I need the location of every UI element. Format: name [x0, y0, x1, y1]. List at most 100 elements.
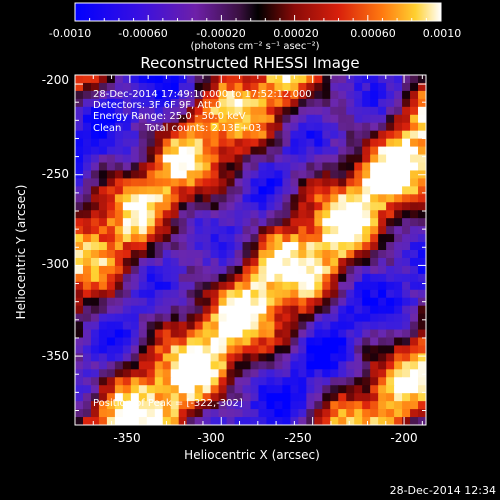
heatmap-cell	[226, 281, 236, 291]
heatmap-cell	[226, 75, 236, 84]
heatmap-cell	[194, 409, 204, 418]
heatmap-cell	[146, 210, 156, 219]
heatmap-cell	[178, 114, 188, 124]
heatmap-cell	[170, 194, 180, 203]
heatmap-cell	[90, 345, 100, 354]
heatmap-cell	[75, 377, 84, 386]
heatmap-cell	[258, 218, 268, 227]
heatmap-cell	[218, 106, 228, 116]
heatmap-cell	[362, 305, 371, 315]
heatmap-cell	[314, 82, 323, 92]
heatmap-cell	[122, 122, 132, 132]
heatmap-cell	[418, 234, 426, 243]
heatmap-cell	[186, 417, 196, 425]
heatmap-cell	[106, 106, 116, 116]
heatmap-cell	[138, 361, 148, 370]
heatmap-cell	[330, 345, 339, 354]
heatmap-cell	[202, 106, 212, 116]
heatmap-cell	[82, 75, 92, 84]
heatmap-cell	[274, 289, 284, 299]
heatmap-cell	[154, 194, 164, 203]
heatmap-cell	[378, 417, 387, 425]
heatmap-cell	[178, 297, 188, 307]
heatmap-cell	[234, 401, 244, 410]
heatmap-cell	[170, 337, 180, 347]
heatmap-cell	[210, 218, 220, 227]
heatmap-cell	[346, 226, 355, 235]
heatmap-cell	[410, 265, 419, 275]
heatmap-cell	[138, 178, 148, 187]
heatmap-cell	[274, 170, 284, 179]
heatmap-cell	[330, 122, 339, 132]
heatmap-cell	[186, 218, 196, 227]
heatmap-cell	[282, 90, 291, 100]
heatmap-cell	[210, 273, 220, 283]
heatmap-cell	[394, 186, 403, 195]
heatmap-cell	[322, 321, 331, 331]
heatmap-cell	[90, 353, 100, 362]
heatmap-cell	[114, 289, 124, 299]
heatmap-cell	[402, 337, 411, 347]
heatmap-cell	[378, 106, 387, 116]
heatmap-cell	[194, 289, 204, 299]
heatmap-cell	[75, 210, 84, 219]
heatmap-cell	[138, 130, 148, 140]
heatmap-cell	[306, 345, 315, 354]
annotation-time: 28-Dec-2014 17:49:10.000 to 17:52:12.000	[93, 89, 312, 100]
heatmap-cell	[114, 154, 124, 164]
heatmap-cell	[170, 321, 180, 331]
heatmap-cell	[386, 409, 395, 418]
heatmap-cell	[242, 75, 252, 84]
heatmap-cell	[378, 257, 387, 267]
heatmap-cell	[314, 226, 323, 235]
heatmap-cell	[282, 329, 291, 339]
heatmap-cell	[186, 210, 196, 219]
heatmap-cell	[226, 297, 236, 307]
heatmap-cell	[194, 130, 204, 140]
heatmap-cell	[75, 369, 84, 378]
heatmap-cell	[146, 186, 156, 195]
heatmap-cell	[130, 401, 140, 410]
heatmap-cell	[202, 313, 212, 323]
heatmap-cell	[138, 345, 148, 354]
heatmap-cell	[402, 242, 411, 251]
heatmap-cell	[330, 289, 339, 299]
heatmap-cell	[306, 281, 315, 291]
heatmap-cell	[346, 329, 355, 339]
heatmap-cell	[418, 345, 426, 354]
heatmap-cell	[226, 361, 236, 370]
heatmap-cell	[394, 281, 403, 291]
heatmap-cell	[170, 250, 180, 259]
heatmap-cell	[282, 417, 291, 425]
heatmap-cell	[170, 138, 180, 148]
heatmap-cell	[202, 226, 212, 235]
heatmap-cell	[418, 337, 426, 347]
heatmap-cell	[314, 130, 323, 140]
heatmap-cell	[90, 361, 100, 370]
heatmap-cell	[410, 218, 419, 227]
heatmap-cell	[402, 170, 411, 179]
heatmap-cell	[114, 313, 124, 323]
heatmap-cell	[402, 234, 411, 243]
heatmap-cell	[370, 281, 379, 291]
heatmap-cell	[162, 321, 172, 331]
heatmap-cell	[114, 281, 124, 291]
heatmap-cell	[178, 361, 188, 370]
heatmap-cell	[226, 265, 236, 275]
heatmap-cell	[82, 265, 92, 275]
heatmap-cell	[274, 369, 284, 378]
heatmap-cell	[394, 170, 403, 179]
heatmap-cell	[154, 186, 164, 195]
heatmap-cell	[250, 265, 260, 275]
heatmap-cell	[266, 250, 276, 259]
heatmap-cell	[410, 337, 419, 347]
heatmap-cell	[378, 162, 387, 172]
heatmap-cell	[386, 106, 395, 116]
heatmap-cell	[250, 202, 260, 211]
heatmap-cell	[75, 178, 84, 187]
heatmap-cell	[138, 281, 148, 291]
heatmap-cell	[146, 337, 156, 347]
heatmap-cell	[75, 417, 84, 425]
heatmap-cell	[274, 409, 284, 418]
heatmap-cell	[322, 377, 331, 386]
